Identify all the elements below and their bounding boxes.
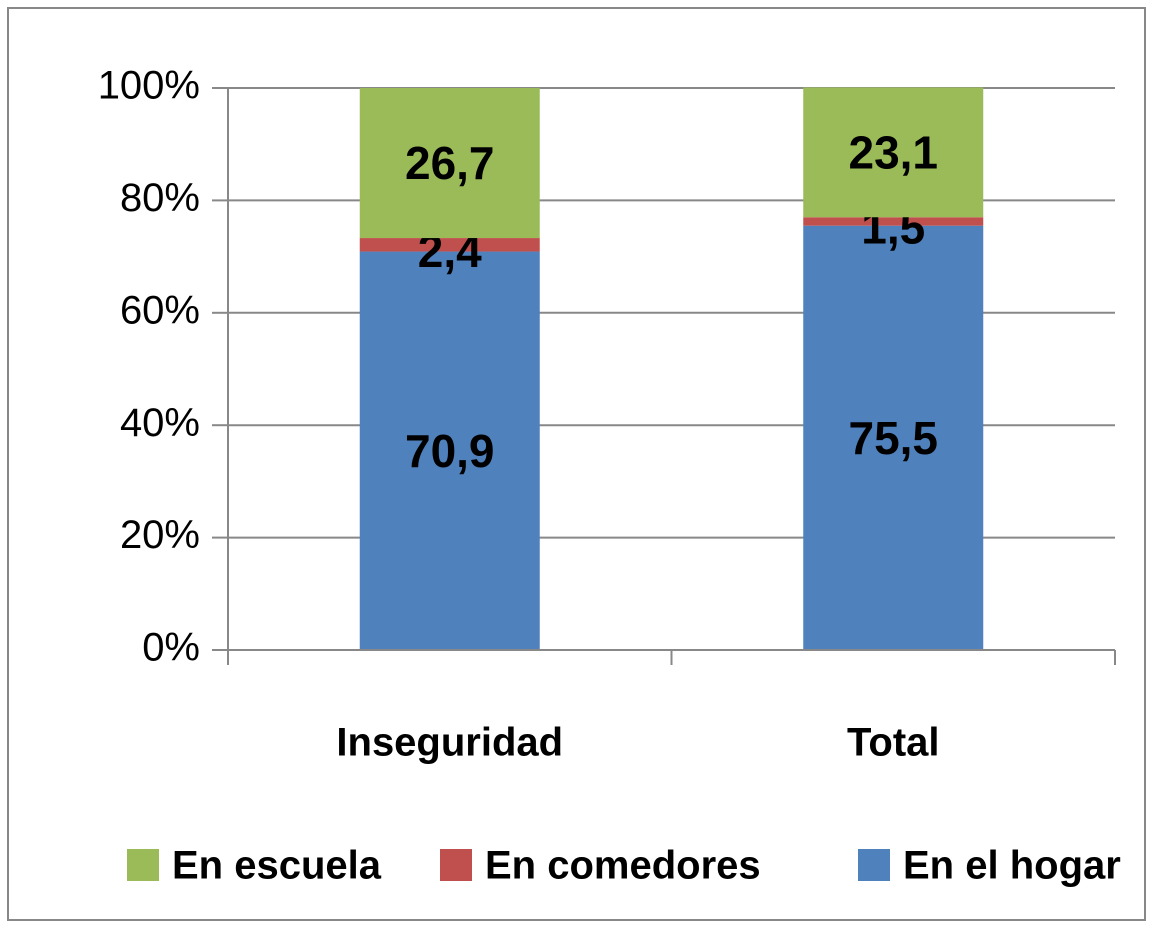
bar-segment	[359, 88, 540, 239]
legend-label: En el hogar	[903, 844, 1121, 888]
legend-swatch	[127, 849, 159, 881]
bar-segment	[803, 87, 984, 218]
legend-swatch	[858, 849, 890, 881]
legend-label: En comedores	[485, 844, 761, 888]
legend-swatch	[440, 849, 472, 881]
y-tick-label: 60%	[120, 288, 200, 332]
bar-segment	[803, 217, 984, 226]
y-tick-label: 0%	[142, 626, 200, 670]
y-tick-label: 100%	[98, 64, 200, 108]
x-tick-label: Total	[847, 721, 940, 765]
y-tick-label: 40%	[120, 401, 200, 445]
bar-segment	[359, 251, 540, 651]
value-label: 70,9	[405, 425, 495, 477]
value-label: 75,5	[848, 412, 938, 464]
bar-segment	[803, 225, 984, 650]
value-label: 26,7	[405, 137, 495, 189]
y-tick-label: 20%	[120, 513, 200, 557]
value-label: 23,1	[848, 127, 938, 179]
bar-segment	[359, 238, 540, 252]
legend-label: En escuela	[172, 844, 382, 888]
x-tick-label: Inseguridad	[336, 721, 563, 765]
y-tick-label: 80%	[120, 176, 200, 220]
